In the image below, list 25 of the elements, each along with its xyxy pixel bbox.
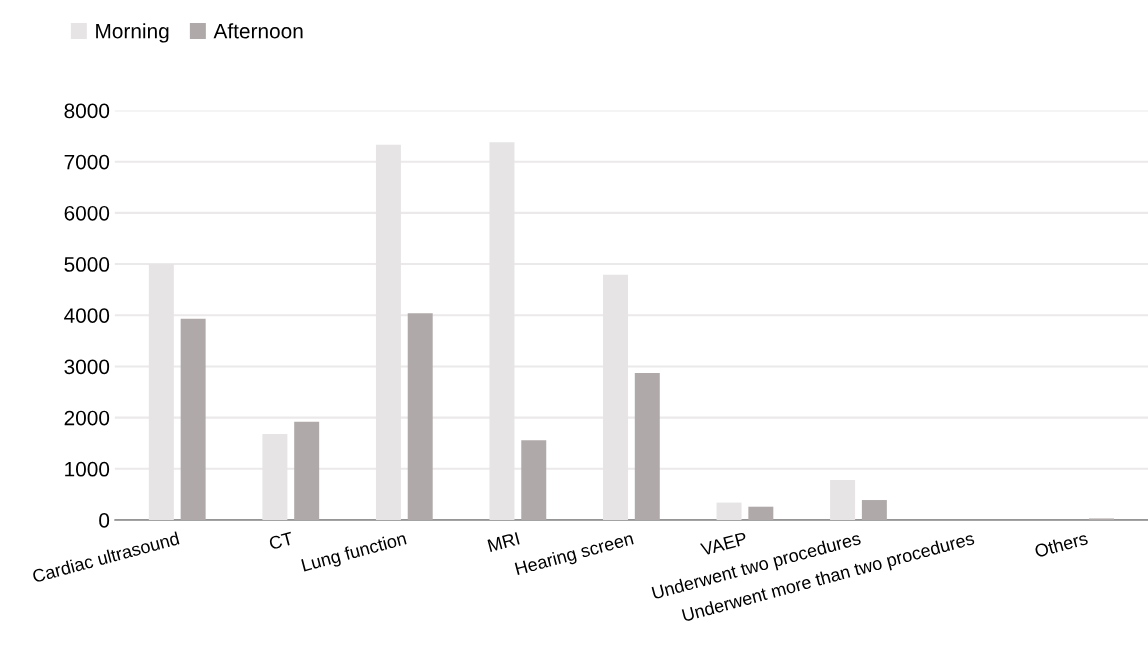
bar <box>521 440 547 520</box>
y-tick-label: 0 <box>99 513 110 528</box>
x-tick-label: VAEP <box>699 532 748 556</box>
y-tick-label: 2000 <box>64 410 110 426</box>
y-tick-label: 4000 <box>64 308 110 323</box>
x-tick-label: MRI <box>487 532 520 552</box>
y-tick-label: 8000 <box>64 103 110 119</box>
bar <box>294 421 320 520</box>
x-tick-label: Lung function <box>301 531 408 576</box>
x-tick-label: Others <box>1034 531 1089 558</box>
bar <box>634 373 660 520</box>
legend-label: Afternoon <box>213 23 303 39</box>
x-tick-label: CT <box>268 531 294 550</box>
y-tick-label: 6000 <box>64 205 110 221</box>
y-tick-label: 1000 <box>65 461 110 477</box>
bar <box>180 318 206 520</box>
bar <box>861 500 887 520</box>
y-tick-label: 3000 <box>64 359 110 375</box>
y-tick-label: 5000 <box>64 257 110 272</box>
legend-label: Morning <box>96 23 169 43</box>
bar <box>748 506 774 520</box>
bar <box>407 313 433 520</box>
bar <box>716 502 742 520</box>
bar <box>830 480 856 520</box>
y-tick-label: 7000 <box>64 154 110 170</box>
